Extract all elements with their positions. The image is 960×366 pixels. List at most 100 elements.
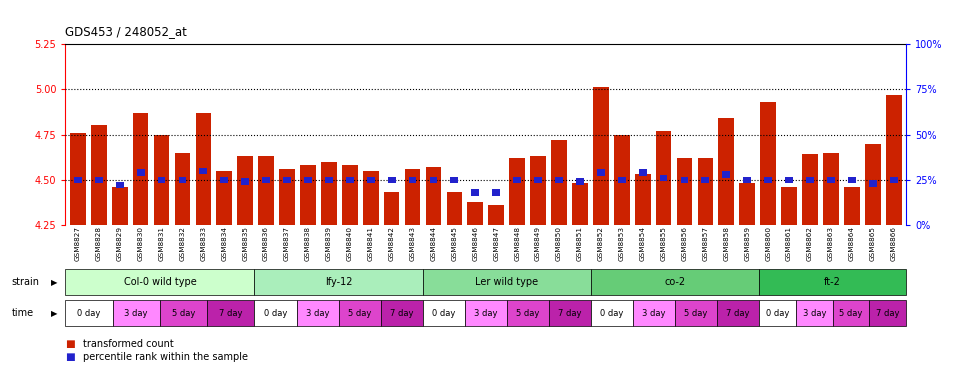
Bar	[95, 177, 103, 183]
Bar	[618, 177, 626, 183]
Bar	[489, 205, 504, 225]
Bar	[865, 143, 880, 225]
Bar	[367, 177, 374, 183]
Text: 5 day: 5 day	[348, 309, 372, 318]
Bar	[597, 169, 605, 176]
Bar	[258, 156, 274, 225]
Text: 7 day: 7 day	[727, 309, 750, 318]
Bar	[70, 133, 85, 225]
Text: 0 day: 0 day	[600, 309, 624, 318]
Text: ■: ■	[65, 352, 75, 362]
Bar	[890, 177, 898, 183]
Bar	[555, 177, 563, 183]
Text: ft-2: ft-2	[825, 277, 841, 287]
Bar	[405, 169, 420, 225]
Bar	[74, 177, 82, 183]
Bar	[534, 177, 542, 183]
Text: ▶: ▶	[51, 309, 57, 318]
Text: lfy-12: lfy-12	[324, 277, 352, 287]
Bar	[530, 156, 546, 225]
Bar	[827, 177, 835, 183]
Bar	[638, 169, 647, 176]
Bar	[241, 179, 249, 185]
Text: transformed count: transformed count	[83, 339, 174, 349]
Bar	[848, 177, 855, 183]
Text: 7 day: 7 day	[558, 309, 582, 318]
Bar	[844, 187, 860, 225]
Bar	[702, 177, 709, 183]
Bar	[429, 177, 438, 183]
Bar	[613, 135, 630, 225]
Text: 3 day: 3 day	[642, 309, 665, 318]
Bar	[304, 177, 312, 183]
Bar	[409, 177, 417, 183]
Bar	[764, 177, 772, 183]
Bar	[91, 126, 107, 225]
Bar	[279, 169, 295, 225]
Text: 3 day: 3 day	[803, 309, 826, 318]
Text: 0 day: 0 day	[77, 309, 101, 318]
Bar	[718, 118, 734, 225]
Bar	[157, 177, 165, 183]
Text: strain: strain	[12, 277, 39, 287]
Text: Col-0 wild type: Col-0 wild type	[124, 277, 196, 287]
Bar	[342, 165, 358, 225]
Bar	[196, 113, 211, 225]
Text: 3 day: 3 day	[306, 309, 329, 318]
Text: co-2: co-2	[664, 277, 685, 287]
Bar	[781, 187, 797, 225]
Bar	[346, 177, 353, 183]
Bar	[471, 189, 479, 196]
Text: 7 day: 7 day	[390, 309, 414, 318]
Bar	[179, 177, 186, 183]
Bar	[175, 153, 190, 225]
Bar	[116, 182, 124, 188]
Bar	[551, 140, 566, 225]
Bar	[723, 171, 731, 178]
Bar	[635, 174, 651, 225]
Text: 0 day: 0 day	[432, 309, 455, 318]
Text: 5 day: 5 day	[172, 309, 195, 318]
Bar	[492, 189, 500, 196]
Bar	[677, 158, 692, 225]
Bar	[237, 156, 253, 225]
Bar	[656, 131, 671, 225]
Bar	[514, 177, 521, 183]
Bar	[803, 154, 818, 225]
Bar	[450, 177, 458, 183]
Bar	[806, 177, 814, 183]
Bar	[823, 153, 839, 225]
Bar	[869, 180, 876, 187]
Bar	[698, 158, 713, 225]
Bar	[136, 169, 145, 176]
Bar	[324, 177, 333, 183]
Bar	[510, 158, 525, 225]
Bar	[300, 165, 316, 225]
Text: percentile rank within the sample: percentile rank within the sample	[83, 352, 248, 362]
Text: GDS453 / 248052_at: GDS453 / 248052_at	[65, 25, 187, 38]
Bar	[321, 162, 337, 225]
Text: 3 day: 3 day	[125, 309, 148, 318]
Bar	[111, 187, 128, 225]
Text: 5 day: 5 day	[839, 309, 863, 318]
Text: 0 day: 0 day	[766, 309, 789, 318]
Text: 7 day: 7 day	[876, 309, 900, 318]
Bar	[886, 95, 901, 225]
Text: 3 day: 3 day	[474, 309, 497, 318]
Bar	[200, 168, 207, 174]
Text: ■: ■	[65, 339, 75, 349]
Text: 0 day: 0 day	[264, 309, 287, 318]
Bar	[216, 171, 232, 225]
Text: 5 day: 5 day	[516, 309, 540, 318]
Bar	[593, 87, 609, 225]
Bar	[363, 171, 378, 225]
Bar	[446, 193, 462, 225]
Bar	[425, 167, 442, 225]
Bar	[743, 177, 751, 183]
Text: Ler wild type: Ler wild type	[475, 277, 539, 287]
Text: 5 day: 5 day	[684, 309, 708, 318]
Bar	[221, 177, 228, 183]
Bar	[283, 177, 291, 183]
Bar	[576, 179, 584, 185]
Text: 7 day: 7 day	[219, 309, 243, 318]
